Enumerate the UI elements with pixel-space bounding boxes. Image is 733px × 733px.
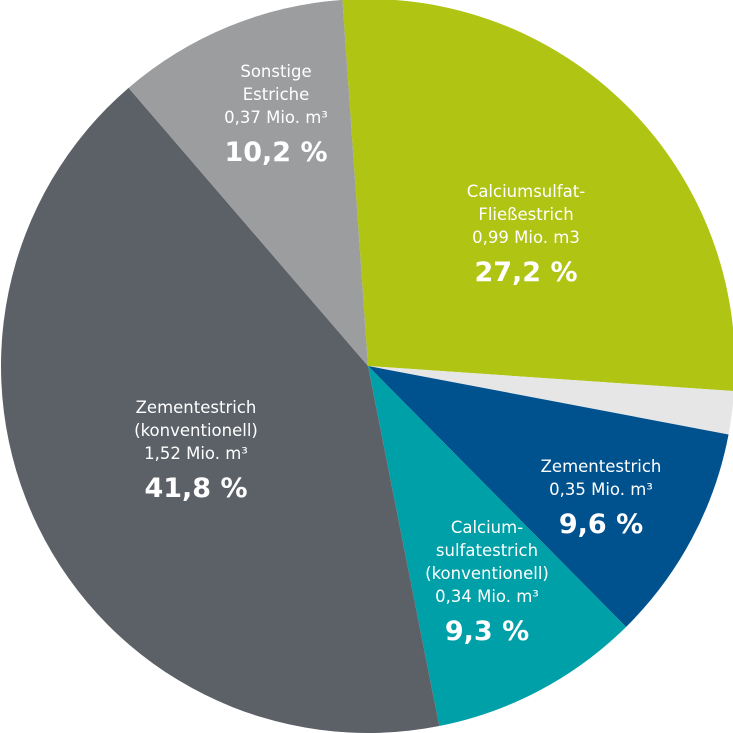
pie-slice <box>368 366 729 627</box>
slice-label-line: 0,35 Mio. m³ <box>549 480 653 499</box>
slice-label: Sonstige Estriche 0,37 Mio. m³ 10,2 % <box>224 62 328 168</box>
slice-label-line: (konventionell) <box>134 421 258 440</box>
slice-label: Calciumsulfat- Fließestrich 0,99 Mio. m3 27… <box>467 182 585 288</box>
slice-label: Calcium-sulfatestrich (konventionell) 0,34… <box>425 518 549 647</box>
pie-slice <box>368 366 733 435</box>
slice-percent-label: 9,3 % <box>445 616 529 647</box>
slice-label-line: Zementestrich <box>541 457 662 476</box>
slice-label-line: sulfatestrich <box>436 541 538 560</box>
pie-slice <box>342 0 733 392</box>
pie-slice <box>1 87 440 733</box>
slice-label-line: Calcium- <box>451 518 523 537</box>
pie-slice <box>368 366 627 727</box>
slice-percent-label: 10,2 % <box>224 137 327 168</box>
slice-label: Zementestrich 0,35 Mio. m³ 9,6 % <box>541 457 662 540</box>
slice-percent-label: 27,2 % <box>474 257 577 288</box>
slice-percent-label: 41,8 % <box>144 473 247 504</box>
slice-label-line: Calciumsulfat- <box>467 182 585 201</box>
slice-label-line: Sonstige <box>240 62 311 81</box>
slice-label-line: Fließestrich <box>478 205 573 224</box>
pie-slice <box>128 0 368 366</box>
slice-label-line: 0,99 Mio. m3 <box>472 228 580 247</box>
slice-label-line: Zementestrich <box>136 398 257 417</box>
slice-label-line: 0,34 Mio. m³ <box>435 587 539 606</box>
slice-label-line: (konventionell) <box>425 564 549 583</box>
slice-percent-label: 9,6 % <box>559 509 643 540</box>
slice-label-line: Estriche <box>243 85 310 104</box>
slice-label: Zementestrich (konventionell) 1,52 Mio. m³… <box>134 398 258 504</box>
slice-label-line: 0,37 Mio. m³ <box>224 108 328 127</box>
slice-label-line: 1,52 Mio. m³ <box>144 444 248 463</box>
